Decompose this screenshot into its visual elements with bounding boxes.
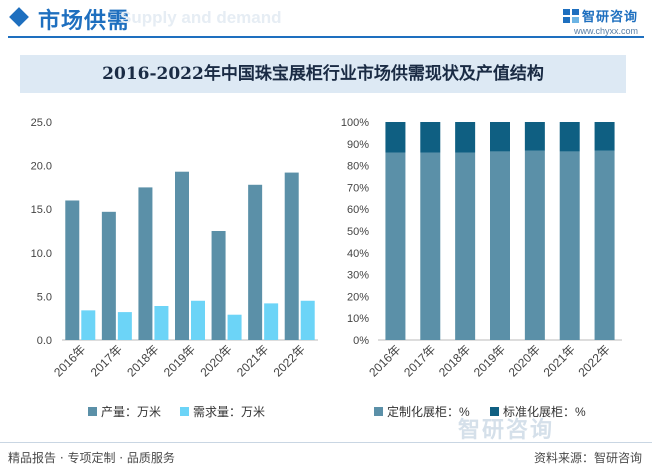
legend-label-standard: 标准化展柜：% [503,405,586,419]
customized-bar [594,150,615,340]
demand-bar [117,312,132,340]
y-tick-label: 20% [347,291,369,303]
header: 市场供需 Supply and demand 智研咨询 www.chyxx.co… [0,0,652,40]
legend-label-demand: 需求量：万米 [193,405,265,419]
diamond-icon [9,7,29,27]
y-tick-label: 5.0 [37,291,52,303]
y-tick-label: 40% [347,248,369,260]
customized-bar [524,150,545,340]
y-tick-label: 100% [341,117,369,129]
section-title-watermark: Supply and demand [120,8,282,27]
customized-bar [490,151,510,340]
x-tick-label: 2019年 [471,342,508,379]
legend-label-production: 产量：万米 [101,405,161,419]
production-bar [284,172,299,340]
standard-bar [385,122,406,153]
y-tick-label: 80% [347,161,369,173]
demand-bar [154,305,169,340]
brand: 智研咨询 www.chyxx.com [562,6,638,36]
brand-url: www.chyxx.com [573,26,638,36]
x-tick-label: 2020年 [197,342,234,379]
header-divider [8,36,644,38]
customized-bar [420,152,441,340]
standard-bar [455,122,476,153]
footer-watermark: 智研咨询 [458,418,555,443]
y-tick-label: 50% [347,226,369,238]
production-bar [211,231,226,340]
legend-swatch-demand [180,407,189,416]
x-tick-label: 2018年 [436,342,473,379]
demand-bar [300,300,315,340]
standard-bar [594,122,615,151]
standard-bar [490,122,510,152]
customized-bar [385,152,406,340]
y-tick-label: 10% [347,313,369,325]
demand-bar [227,314,242,340]
y-tick-label: 0% [353,335,369,347]
footer-tagline: 精品报告 · 专项定制 · 品质服务 [8,451,175,465]
standard-bar [559,122,580,152]
y-tick-label: 10.0 [31,248,52,260]
y-tick-label: 70% [347,182,369,194]
y-tick-label: 15.0 [31,204,52,216]
production-bar [138,187,153,340]
x-tick-label: 2019年 [161,342,198,379]
legend-swatch-standard [490,407,499,416]
footer: 精品报告 · 专项定制 · 品质服务 资料来源：智研咨询 [0,442,652,469]
legend-swatch-production [88,407,97,416]
y-tick-label: 60% [347,204,369,216]
x-tick-label: 2016年 [51,342,88,379]
demand-bar [81,310,96,340]
legend-swatch-customized [374,407,383,416]
production-bar [65,200,80,340]
x-tick-label: 2017年 [88,342,125,379]
brand-name-text: 智研咨询 [581,10,638,25]
x-tick-label: 2021年 [541,342,578,379]
x-tick-label: 2021年 [234,342,271,379]
y-tick-label: 30% [347,270,369,282]
production-bar [101,211,116,340]
chart-title: 2016-2022年中国珠宝展柜行业市场供需现状及产值结构 [102,64,544,84]
x-tick-label: 2022年 [575,342,612,379]
x-tick-label: 2022年 [271,342,308,379]
y-tick-label: 0.0 [37,335,52,347]
legend-label-customized: 定制化展柜：% [387,404,470,419]
demand-bar [191,300,205,340]
customized-bar [455,152,476,340]
y-tick-label: 25.0 [31,117,52,129]
section-title: 市场供需 [38,9,131,34]
production-bar [175,171,189,340]
customized-bar [559,151,580,340]
production-bar [248,184,263,340]
chart-title-bar: 2016-2022年中国珠宝展柜行业市场供需现状及产值结构 [20,55,626,93]
y-tick-label: 90% [347,139,369,151]
brand-logo-icon [562,9,579,23]
x-tick-label: 2016年 [366,342,403,379]
standard-bar [524,122,545,151]
y-tick-label: 20.0 [31,161,52,173]
demand-bar [264,303,279,340]
x-tick-label: 2020年 [506,342,543,379]
brand-name: 智研咨询 [562,6,638,25]
x-tick-label: 2017年 [401,342,438,379]
footer-source: 资料来源：智研咨询 [533,451,642,465]
standard-bar [420,122,441,153]
x-tick-label: 2018年 [124,342,161,379]
